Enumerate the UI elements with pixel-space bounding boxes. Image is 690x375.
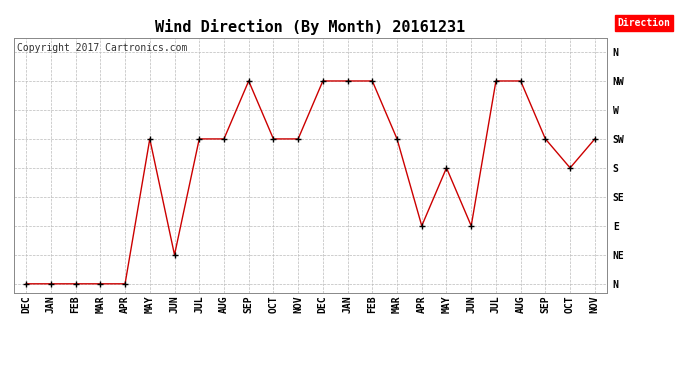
Title: Wind Direction (By Month) 20161231: Wind Direction (By Month) 20161231 [155, 19, 466, 35]
Text: Copyright 2017 Cartronics.com: Copyright 2017 Cartronics.com [17, 43, 187, 52]
Text: Direction: Direction [618, 18, 671, 28]
